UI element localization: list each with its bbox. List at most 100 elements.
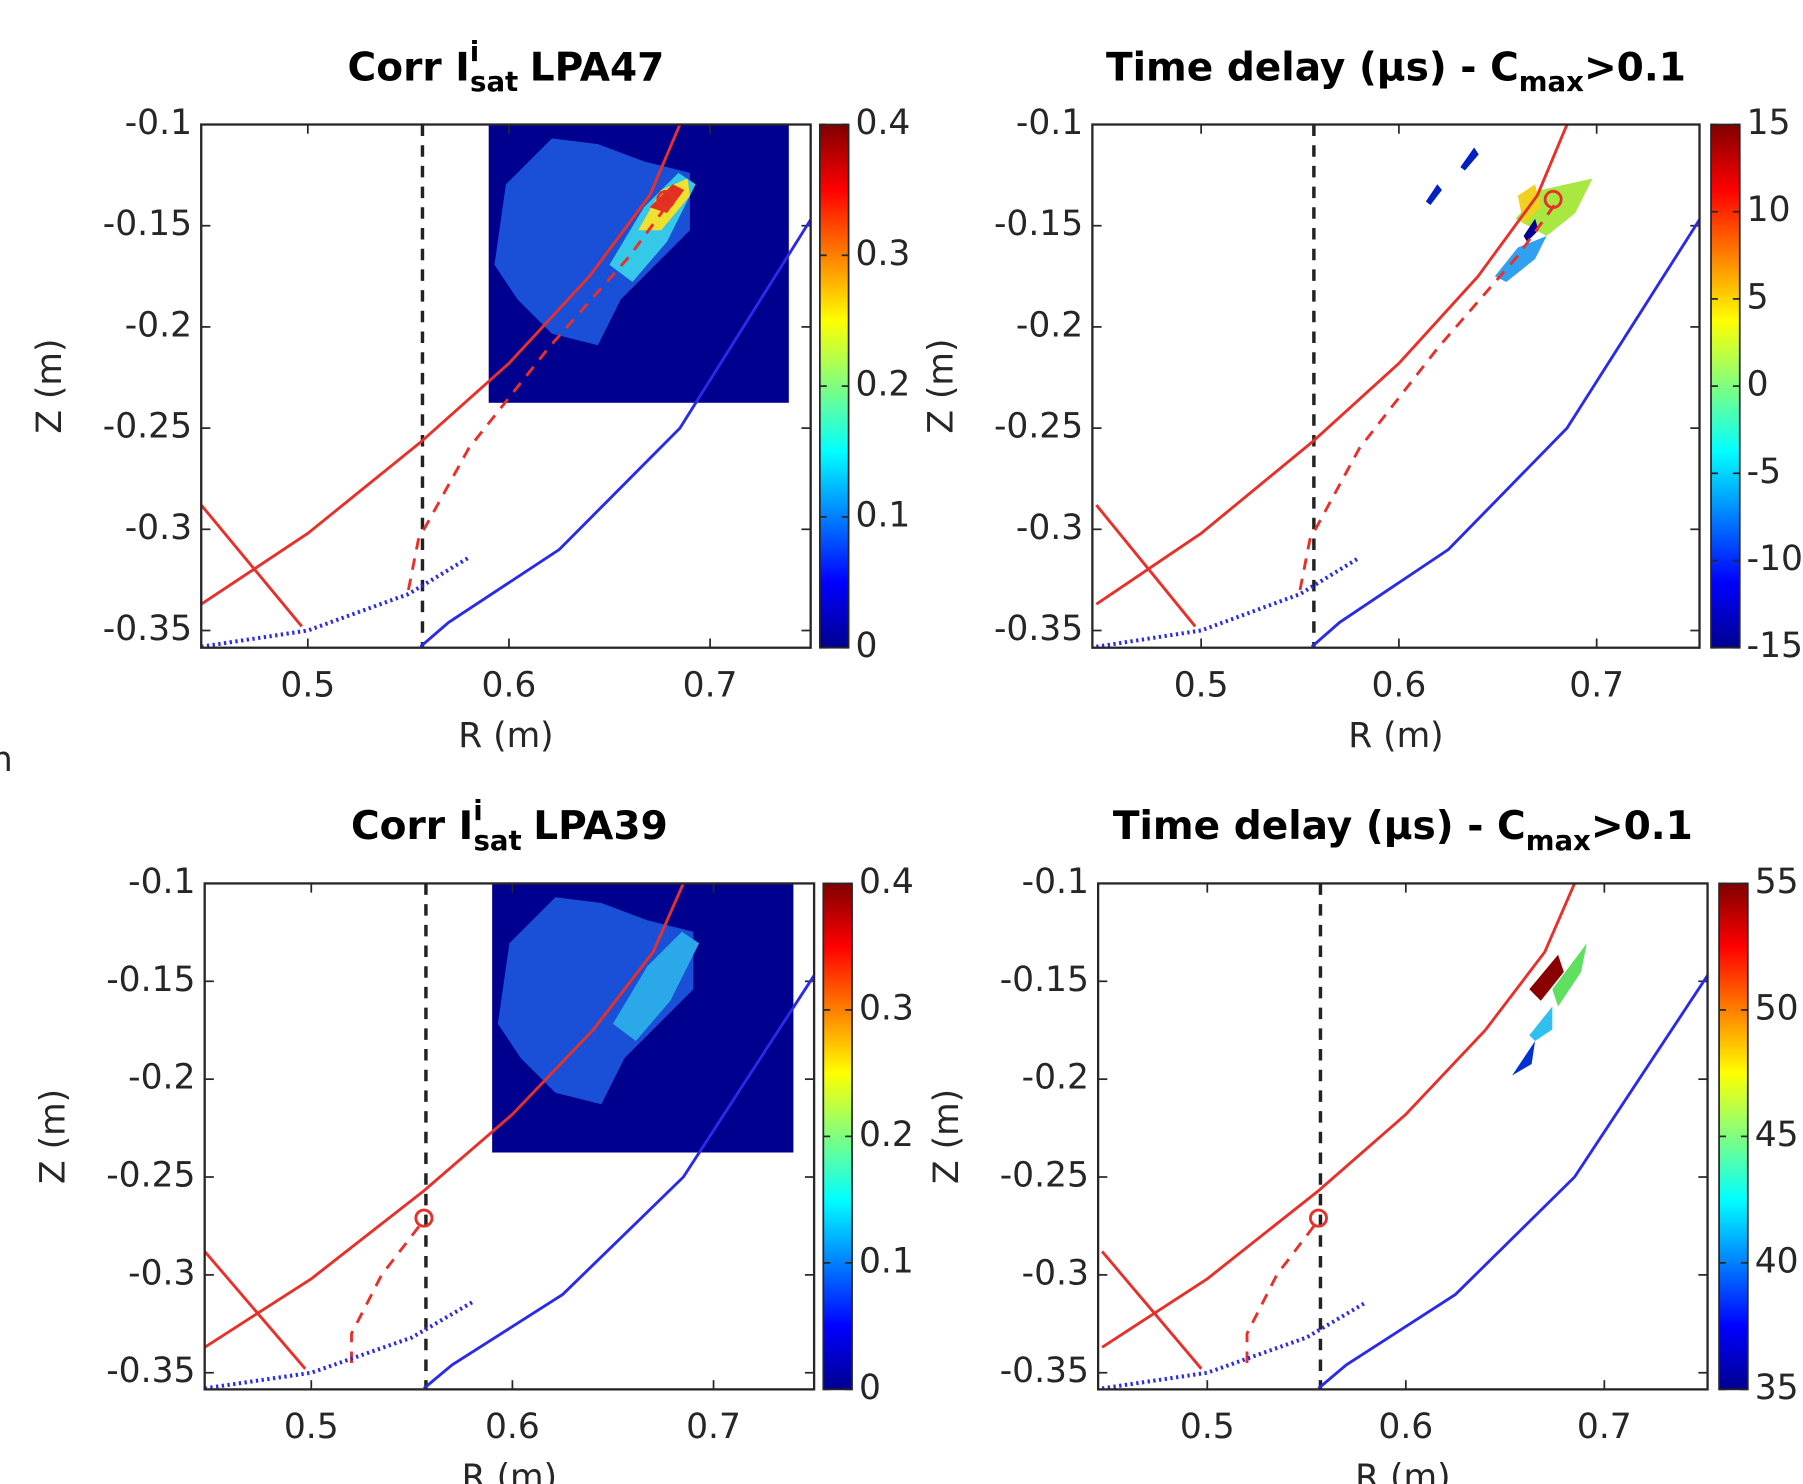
axes-box [203, 882, 816, 1391]
title-rest: LPA47 [530, 45, 665, 90]
curve [204, 883, 685, 1349]
margin-text: n [0, 740, 13, 780]
plot-area [204, 883, 815, 1390]
title-rest: LPA39 [533, 804, 668, 849]
colorbar-tick-label: 0 [1747, 365, 1769, 405]
x-tick-label: 0.5 [280, 665, 335, 705]
colorbar-tick-label: 0.1 [859, 1241, 914, 1281]
plot-area [1095, 124, 1700, 648]
y-tick-label: -0.25 [994, 407, 1083, 447]
chart-title: Time delay (μs) - Cmax>0.1 [1113, 804, 1693, 857]
probe-marker [1308, 1208, 1328, 1228]
curve [1245, 1219, 1320, 1363]
y-tick-label: -0.1 [125, 103, 192, 143]
axes-box [1091, 123, 1701, 649]
y-tick-label: -0.2 [1022, 1058, 1089, 1098]
y-axis-label: Z (m) [34, 1089, 74, 1184]
curve [1095, 504, 1197, 628]
title-rest: >0.1 [1584, 45, 1686, 90]
curve [422, 974, 815, 1390]
y-tick-label: -0.2 [128, 1058, 195, 1098]
colorbar-tick-label: 40 [1755, 1241, 1799, 1281]
x-axis-label: R (m) [1348, 716, 1443, 756]
curve [1101, 1300, 1368, 1390]
title-sub: sat [470, 65, 518, 98]
colorbar-tick-label: 0.4 [859, 862, 914, 902]
colorbar-tick-label: 0.3 [856, 234, 911, 274]
x-tick-label: 0.5 [284, 1407, 339, 1447]
x-tick-label: 0.5 [1174, 665, 1229, 705]
y-tick-label: -0.15 [106, 960, 195, 1000]
colorbar-tick-label: 55 [1755, 862, 1799, 902]
y-tick-label: -0.15 [994, 204, 1083, 244]
y-tick-label: -0.25 [1000, 1156, 1089, 1196]
delay-map-4 [1512, 943, 1587, 1076]
title-sub: sat [473, 824, 521, 857]
plot-area [201, 124, 811, 648]
colorbar-tick-label: 10 [1747, 190, 1791, 230]
axes-box [200, 123, 812, 649]
heatmap-3 [492, 883, 794, 1153]
y-tick-label: -0.2 [125, 305, 192, 345]
x-tick-label: 0.7 [683, 665, 738, 705]
heatmap-1 [488, 124, 789, 403]
colorbar-tick-label: 45 [1755, 1115, 1799, 1155]
y-axis-label: Z (m) [921, 339, 961, 434]
probe-marker [1543, 189, 1563, 209]
colorbar-tick-label: 5 [1747, 277, 1769, 317]
plot-area [1101, 883, 1708, 1390]
colorbar-tick-label: 0 [856, 626, 878, 666]
title-sup: i [470, 35, 479, 68]
x-tick-label: 0.5 [1180, 1407, 1235, 1447]
delay-map-2 [1425, 147, 1593, 283]
curve [1317, 974, 1708, 1390]
colorbar-tick-label: -10 [1747, 539, 1803, 579]
y-tick-label: -0.35 [103, 609, 192, 649]
x-axis-label: R (m) [1355, 1458, 1450, 1484]
y-axis-label: Z (m) [927, 1089, 967, 1184]
x-tick-label: 0.6 [1378, 1407, 1433, 1447]
title-text: Corr I [348, 45, 470, 90]
chart-title: Corr Ii sat LPA39 [351, 794, 668, 857]
y-tick-label: -0.3 [128, 1253, 195, 1293]
title-text: Time delay (μs) - C [1113, 804, 1526, 849]
curve [1101, 1250, 1203, 1370]
title-sub: max [1526, 824, 1591, 857]
colorbar-tick-label: 0.1 [856, 495, 911, 535]
y-tick-label: -0.25 [103, 407, 192, 447]
curve [1298, 200, 1559, 591]
x-tick-label: 0.7 [1569, 665, 1624, 705]
y-tick-label: -0.35 [1000, 1351, 1089, 1391]
curve [1095, 124, 1569, 606]
y-tick-label: -0.1 [128, 862, 195, 902]
chart-title: Time delay (μs) - Cmax>0.1 [1106, 45, 1686, 98]
colorbar-tick-label: 0.4 [856, 103, 911, 143]
colorbar-tick-label: 0.2 [859, 1115, 914, 1155]
y-tick-label: -0.15 [103, 204, 192, 244]
y-tick-label: -0.15 [1000, 960, 1089, 1000]
x-tick-label: 0.7 [1577, 1407, 1632, 1447]
curve [350, 1219, 426, 1363]
x-tick-label: 0.7 [686, 1407, 741, 1447]
colorbar-tick-label: -15 [1747, 626, 1803, 666]
colorbar-tick-label: -5 [1747, 452, 1781, 492]
y-tick-label: -0.2 [1016, 305, 1083, 345]
y-tick-label: -0.3 [1022, 1253, 1089, 1293]
colorbar-tick-label: 0.2 [856, 365, 911, 405]
curve [204, 1250, 307, 1370]
x-tick-label: 0.6 [485, 1407, 540, 1447]
colorbar-tick-label: 50 [1755, 988, 1799, 1028]
title-sub: max [1519, 65, 1584, 98]
x-tick-label: 0.6 [1371, 665, 1426, 705]
x-tick-label: 0.6 [482, 665, 537, 705]
probe-marker [414, 1208, 434, 1228]
chart-title: Corr Ii sat LPA47 [348, 35, 665, 98]
colorbar-tick-label: 0 [859, 1368, 881, 1408]
curve [406, 200, 672, 591]
colorbar-tick-label: 15 [1747, 103, 1791, 143]
title-rest: >0.1 [1591, 804, 1693, 849]
title-sup: i [473, 794, 482, 827]
curve [1101, 883, 1576, 1349]
